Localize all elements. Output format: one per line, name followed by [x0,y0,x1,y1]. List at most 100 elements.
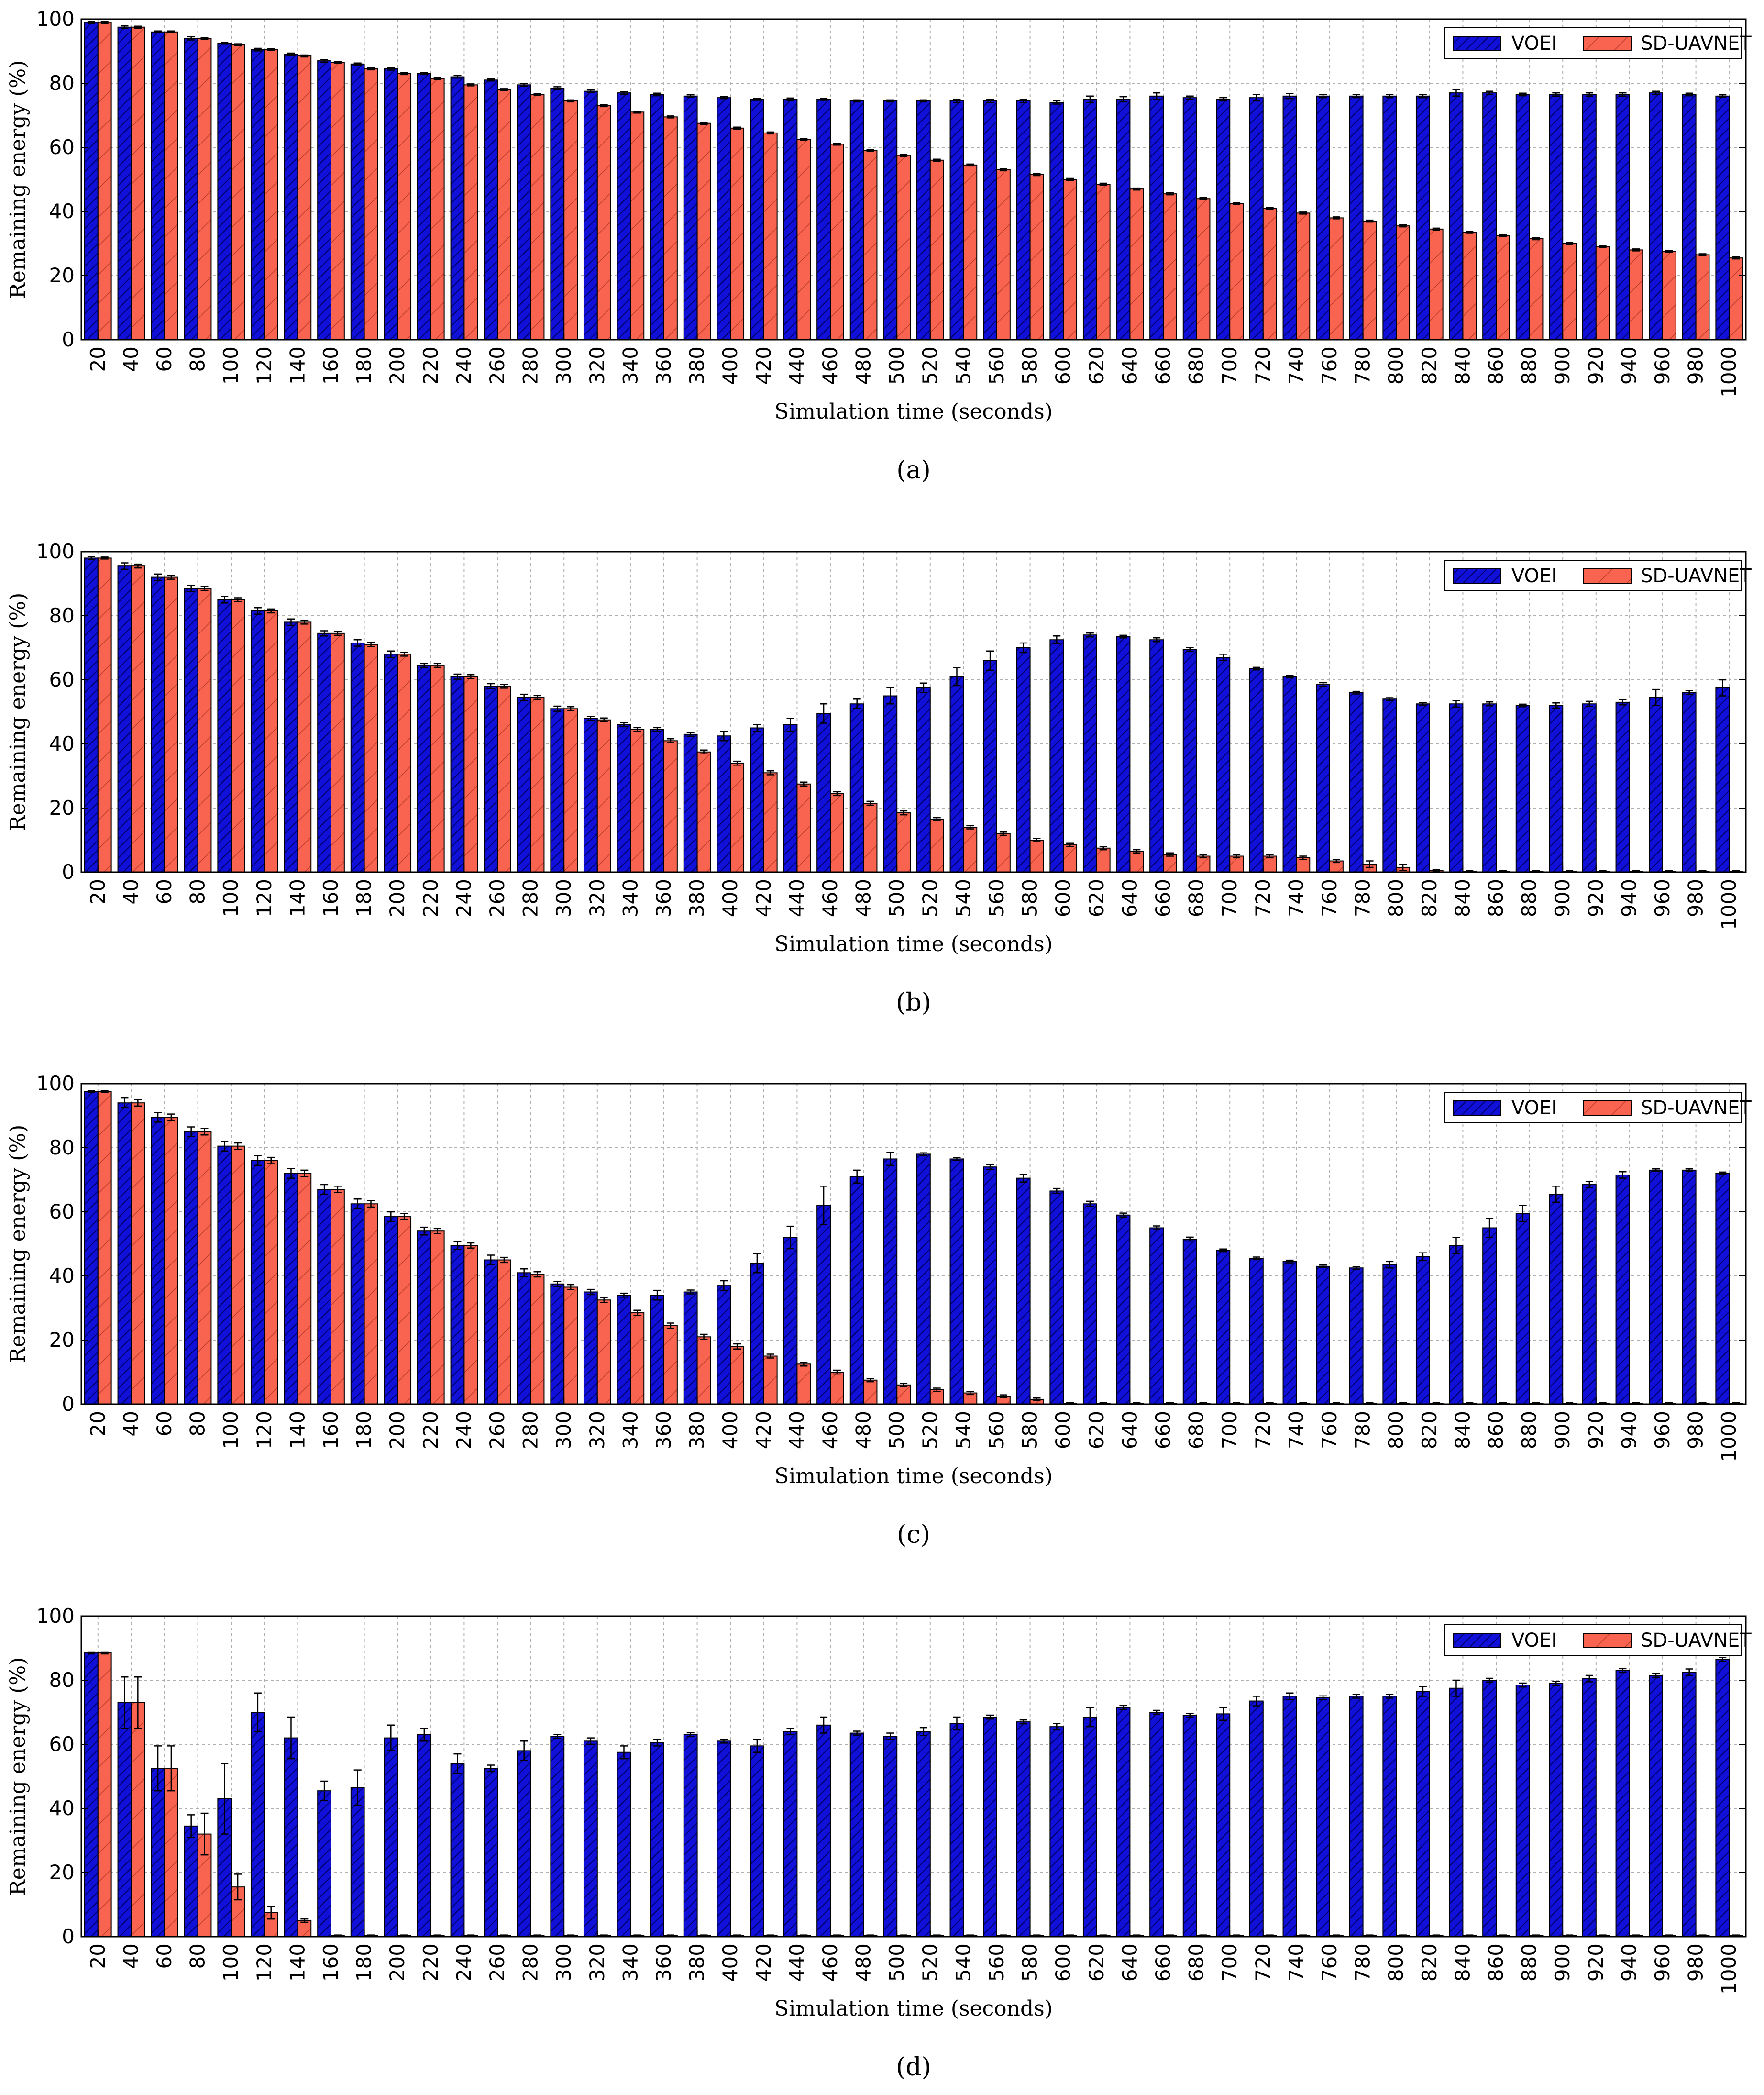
y-tick-label: 20 [49,264,75,287]
voei-errorbar-340 [620,1292,628,1298]
sd-uavnet-bar-100 [231,599,245,873]
legend-label-sd-uavnet: SD-UAVNET [1641,1629,1752,1652]
voei-bar-400 [717,97,731,340]
voei-bar-460 [816,1205,831,1405]
voei-errorbar-360 [653,92,662,97]
sd-uavnet-bar-220 [430,665,445,873]
voei-bar-600 [1049,1190,1064,1405]
voei-bar-160 [317,632,331,873]
x-tick-label: 680 [1185,346,1208,385]
sd-uavnet-bar-940 [1629,249,1643,341]
voei-bar-980 [1682,1672,1697,1937]
x-tick-label: 220 [419,346,442,385]
voei-errorbar-860 [1486,1677,1494,1683]
voei-bar-580 [1016,1721,1031,1938]
sd-uavnet-bar-460 [830,1372,844,1405]
x-tick-label: 500 [885,346,908,385]
sd-uavnet-errorbar-520 [933,1387,941,1392]
voei-errorbar-320 [586,1288,595,1296]
sd-uavnet-errorbar-660 [1166,852,1174,857]
x-tick-label: 320 [585,1411,609,1449]
x-tick-label: 920 [1584,1943,1608,1982]
sd-uavnet-errorbar-120 [267,1156,275,1164]
x-tick-label: 600 [1051,1411,1075,1449]
voei-errorbar-240 [453,1241,462,1250]
sd-uavnet-bar-860 [1496,235,1510,340]
sd-uavnet-bar-480 [863,1379,878,1405]
voei-errorbar-540 [953,667,961,687]
x-tick-label: 760 [1318,1943,1341,1982]
x-tick-label: 400 [718,1411,742,1449]
sd-uavnet-bar-320 [596,1299,611,1405]
voei-errorbar-560 [986,1164,994,1170]
voei-bar-980 [1682,94,1697,340]
sd-uavnet-errorbar-440 [800,137,808,141]
legend-swatch-voei [1453,568,1501,584]
x-axis-label: Simulation time (seconds) [774,399,1053,424]
sd-uavnet-errorbar-200 [400,72,408,76]
sd-uavnet-errorbar-200 [400,652,408,657]
voei-bar-660 [1149,95,1164,341]
voei-errorbar-820 [1419,1686,1427,1697]
x-tick-label: 920 [1584,346,1608,385]
voei-errorbar-760 [1319,1695,1327,1701]
voei-bar-900 [1549,1683,1564,1937]
sd-uavnet-errorbar-240 [467,674,475,679]
sd-uavnet-errorbar-100 [234,597,242,602]
voei-errorbar-580 [1019,1174,1027,1183]
x-tick-label: 880 [1518,1943,1541,1982]
sd-uavnet-errorbar-280 [533,93,541,96]
sd-uavnet-bar-200 [397,654,412,873]
voei-bar-200 [384,654,398,873]
voei-errorbar-840 [1452,1679,1460,1697]
voei-bar-480 [849,1176,864,1405]
sd-uavnet-bar-40 [131,1702,145,1937]
voei-bar-200 [384,1216,398,1405]
sd-uavnet-errorbar-780 [1366,860,1374,868]
voei-errorbar-260 [487,1254,495,1265]
x-tick-label: 640 [1118,879,1141,917]
voei-errorbar-980 [1685,690,1693,696]
sd-uavnet-errorbar-480 [866,149,874,152]
y-tick-label: 20 [49,1328,75,1352]
voei-bar-820 [1415,95,1430,341]
y-tick-label: 80 [49,604,75,627]
voei-bar-180 [350,642,365,873]
x-tick-label: 600 [1051,346,1075,385]
chart-panel-a: 0 20 40 60 80 100 20 40 60 80 100 120 140 160 180 200 22… [6,7,1752,485]
sd-uavnet-bar-740 [1296,857,1311,873]
x-tick-label: 460 [818,346,842,385]
voei-bar-320 [583,90,598,340]
x-tick-label: 660 [1151,1411,1175,1449]
sd-uavnet-bar-500 [896,1384,911,1405]
voei-bar-640 [1116,1707,1131,1937]
voei-errorbar-380 [686,94,695,98]
voei-errorbar-440 [786,718,794,732]
voei-errorbar-460 [820,1186,828,1226]
x-tick-label: 500 [885,1943,908,1982]
x-tick-label: 480 [852,879,875,917]
sd-uavnet-errorbar-60 [167,1745,175,1792]
voei-bar-680 [1182,1715,1197,1937]
voei-errorbar-660 [1153,1225,1161,1230]
x-tick-label: 940 [1617,346,1641,385]
voei-bar-40 [117,1702,132,1937]
voei-errorbar-60 [154,30,162,34]
sd-uavnet-bar-380 [696,122,711,340]
sd-uavnet-errorbar-760 [1332,216,1340,220]
voei-bar-360 [650,729,665,873]
voei-errorbar-680 [1186,95,1194,100]
voei-bar-340 [617,92,631,341]
y-tick-label: 0 [62,1392,75,1416]
voei-bar-1000 [1715,687,1730,873]
voei-bar-980 [1682,1169,1697,1405]
x-tick-label: 840 [1451,346,1474,385]
voei-bar-840 [1449,92,1464,341]
voei-bar-60 [151,1117,165,1405]
sd-uavnet-errorbar-800 [1399,224,1407,228]
voei-errorbar-420 [753,724,761,732]
sd-uavnet-bar-800 [1396,225,1411,340]
voei-bar-940 [1615,1174,1630,1405]
sd-uavnet-errorbar-680 [1199,197,1207,200]
x-tick-label: 440 [785,879,808,917]
